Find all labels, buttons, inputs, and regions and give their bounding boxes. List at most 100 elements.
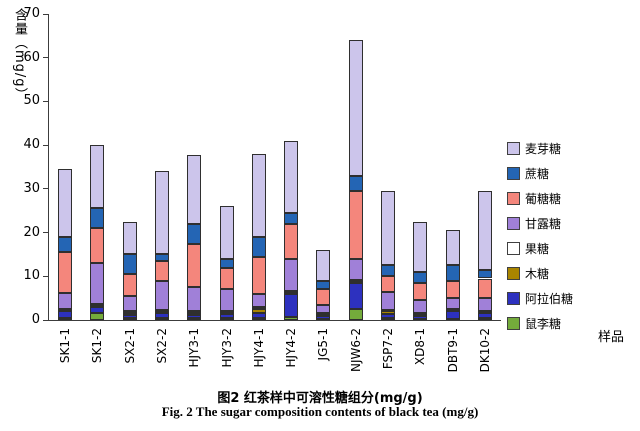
bar-segment-series-2 <box>219 312 234 315</box>
legend-swatch <box>507 192 520 205</box>
legend-label: 麦芽糖 <box>525 142 562 156</box>
plot-area <box>48 14 501 321</box>
bar-segment-series-1 <box>445 311 460 319</box>
bar-segment-series-5 <box>122 274 137 296</box>
bar-segment-series-4 <box>219 289 234 312</box>
y-axis-tick <box>43 275 48 277</box>
y-axis-tick-label: 60 <box>23 49 40 65</box>
bar-segment-series-4 <box>187 287 202 312</box>
bar-segment-series-4 <box>251 293 266 307</box>
bar-segment-series-6 <box>284 212 299 224</box>
bar-segment-series-7 <box>445 230 460 266</box>
legend-swatch <box>507 267 520 280</box>
y-axis-tick <box>43 100 48 102</box>
bar-segment-series-5 <box>187 243 202 288</box>
bar-segment-series-0 <box>58 317 73 320</box>
bar-segment-series-1 <box>413 315 428 319</box>
bar-segment-series-1 <box>187 314 202 318</box>
bar-segment-series-7 <box>122 221 137 255</box>
y-axis-tick-label: 40 <box>23 137 40 153</box>
bar-segment-series-0 <box>477 317 492 320</box>
bar-segment-series-5 <box>155 261 169 281</box>
bar-segment-series-5 <box>219 267 234 290</box>
bar-segment-series-5 <box>381 276 395 292</box>
bar-segment-series-5 <box>251 256 266 294</box>
bar-segment-series-0 <box>90 313 105 320</box>
y-axis-tick <box>43 188 48 190</box>
bar-segment-series-7 <box>413 221 428 272</box>
legend-swatch <box>507 142 520 155</box>
bar-segment-series-4 <box>381 291 395 310</box>
legend-swatch <box>507 217 520 230</box>
bar-segment-series-1 <box>58 311 73 318</box>
legend-item: 果糖 <box>507 240 573 257</box>
legend-item: 鼠李糖 <box>507 315 573 332</box>
legend-label: 甘露糖 <box>525 217 562 231</box>
bar-segment-series-0 <box>187 317 202 320</box>
bar-segment-series-1 <box>348 282 363 310</box>
bar-segment-series-1 <box>477 313 492 318</box>
bar-segment-series-7 <box>348 40 363 176</box>
bar-segment-series-7 <box>316 250 331 281</box>
bar-segment-series-6 <box>348 175 363 192</box>
bar-segment-series-7 <box>284 140 299 213</box>
bar-segment-series-3 <box>348 279 363 282</box>
y-axis-tick <box>43 144 48 146</box>
bar-segment-series-4 <box>413 300 428 314</box>
bar-segment-series-7 <box>187 154 202 224</box>
bar-segment-series-4 <box>155 280 169 310</box>
bar-segment-series-6 <box>155 254 169 261</box>
bar-segment-series-4 <box>445 298 460 310</box>
bar-segment-series-1 <box>155 312 169 318</box>
bar-segment-series-6 <box>58 236 73 252</box>
bar-segment-series-4 <box>284 258 299 292</box>
legend-item: 木糖 <box>507 265 573 282</box>
bar-segment-series-5 <box>58 251 73 294</box>
bar-segment-series-6 <box>187 223 202 244</box>
bar-segment-series-1 <box>251 312 266 318</box>
y-axis-tick-label: 20 <box>23 224 40 240</box>
legend-swatch <box>507 167 520 180</box>
bar-segment-series-0 <box>348 309 363 320</box>
bar-segment-series-6 <box>122 254 137 275</box>
legend-item: 麦芽糖 <box>507 140 573 157</box>
bar-segment-series-6 <box>445 265 460 281</box>
legend: 麦芽糖 蔗糖 葡糖糖 甘露糖 果糖 木糖 阿拉伯糖 鼠李糖 <box>507 140 573 340</box>
bar-segment-series-5 <box>348 191 363 259</box>
bar-segment-series-0 <box>381 317 395 320</box>
bar-segment-series-7 <box>477 191 492 270</box>
bar-segment-series-0 <box>284 316 299 320</box>
legend-swatch <box>507 292 520 305</box>
legend-label: 鼠李糖 <box>525 317 562 331</box>
bar-segment-series-2 <box>187 312 202 315</box>
legend-swatch <box>507 317 520 330</box>
bar-segment-series-4 <box>477 298 492 312</box>
bar-segment-series-5 <box>316 289 331 305</box>
y-axis-tick <box>43 57 48 59</box>
bar-segment-series-3 <box>251 306 266 310</box>
bar-segment-series-0 <box>155 317 169 320</box>
bar-segment-series-5 <box>413 282 428 301</box>
figure-caption-english: Fig. 2 The sugar composition contents of… <box>161 404 479 419</box>
bar-segment-series-2 <box>251 309 266 313</box>
y-axis-tick-label: 30 <box>23 180 40 196</box>
bar-segment-series-7 <box>58 169 73 237</box>
bar-segment-series-1 <box>381 314 395 318</box>
y-axis-tick <box>43 319 48 321</box>
bar-segment-series-0 <box>122 317 137 320</box>
bar-segment-series-6 <box>219 258 234 268</box>
legend-label: 蔗糖 <box>525 167 550 181</box>
bar-segment-series-7 <box>251 153 266 237</box>
bar-segment-series-5 <box>284 223 299 259</box>
bar-segment-series-7 <box>155 171 169 255</box>
bar-segment-series-0 <box>219 317 234 320</box>
bar-segment-series-0 <box>251 317 266 320</box>
bar-segment-series-1 <box>284 293 299 317</box>
bar-segment-series-4 <box>58 293 73 309</box>
legend-label: 木糖 <box>525 267 550 281</box>
bar-segment-series-6 <box>413 271 428 283</box>
bar-segment-series-4 <box>90 262 105 305</box>
bar-segment-series-6 <box>251 236 266 257</box>
bar-segment-series-6 <box>381 265 395 277</box>
